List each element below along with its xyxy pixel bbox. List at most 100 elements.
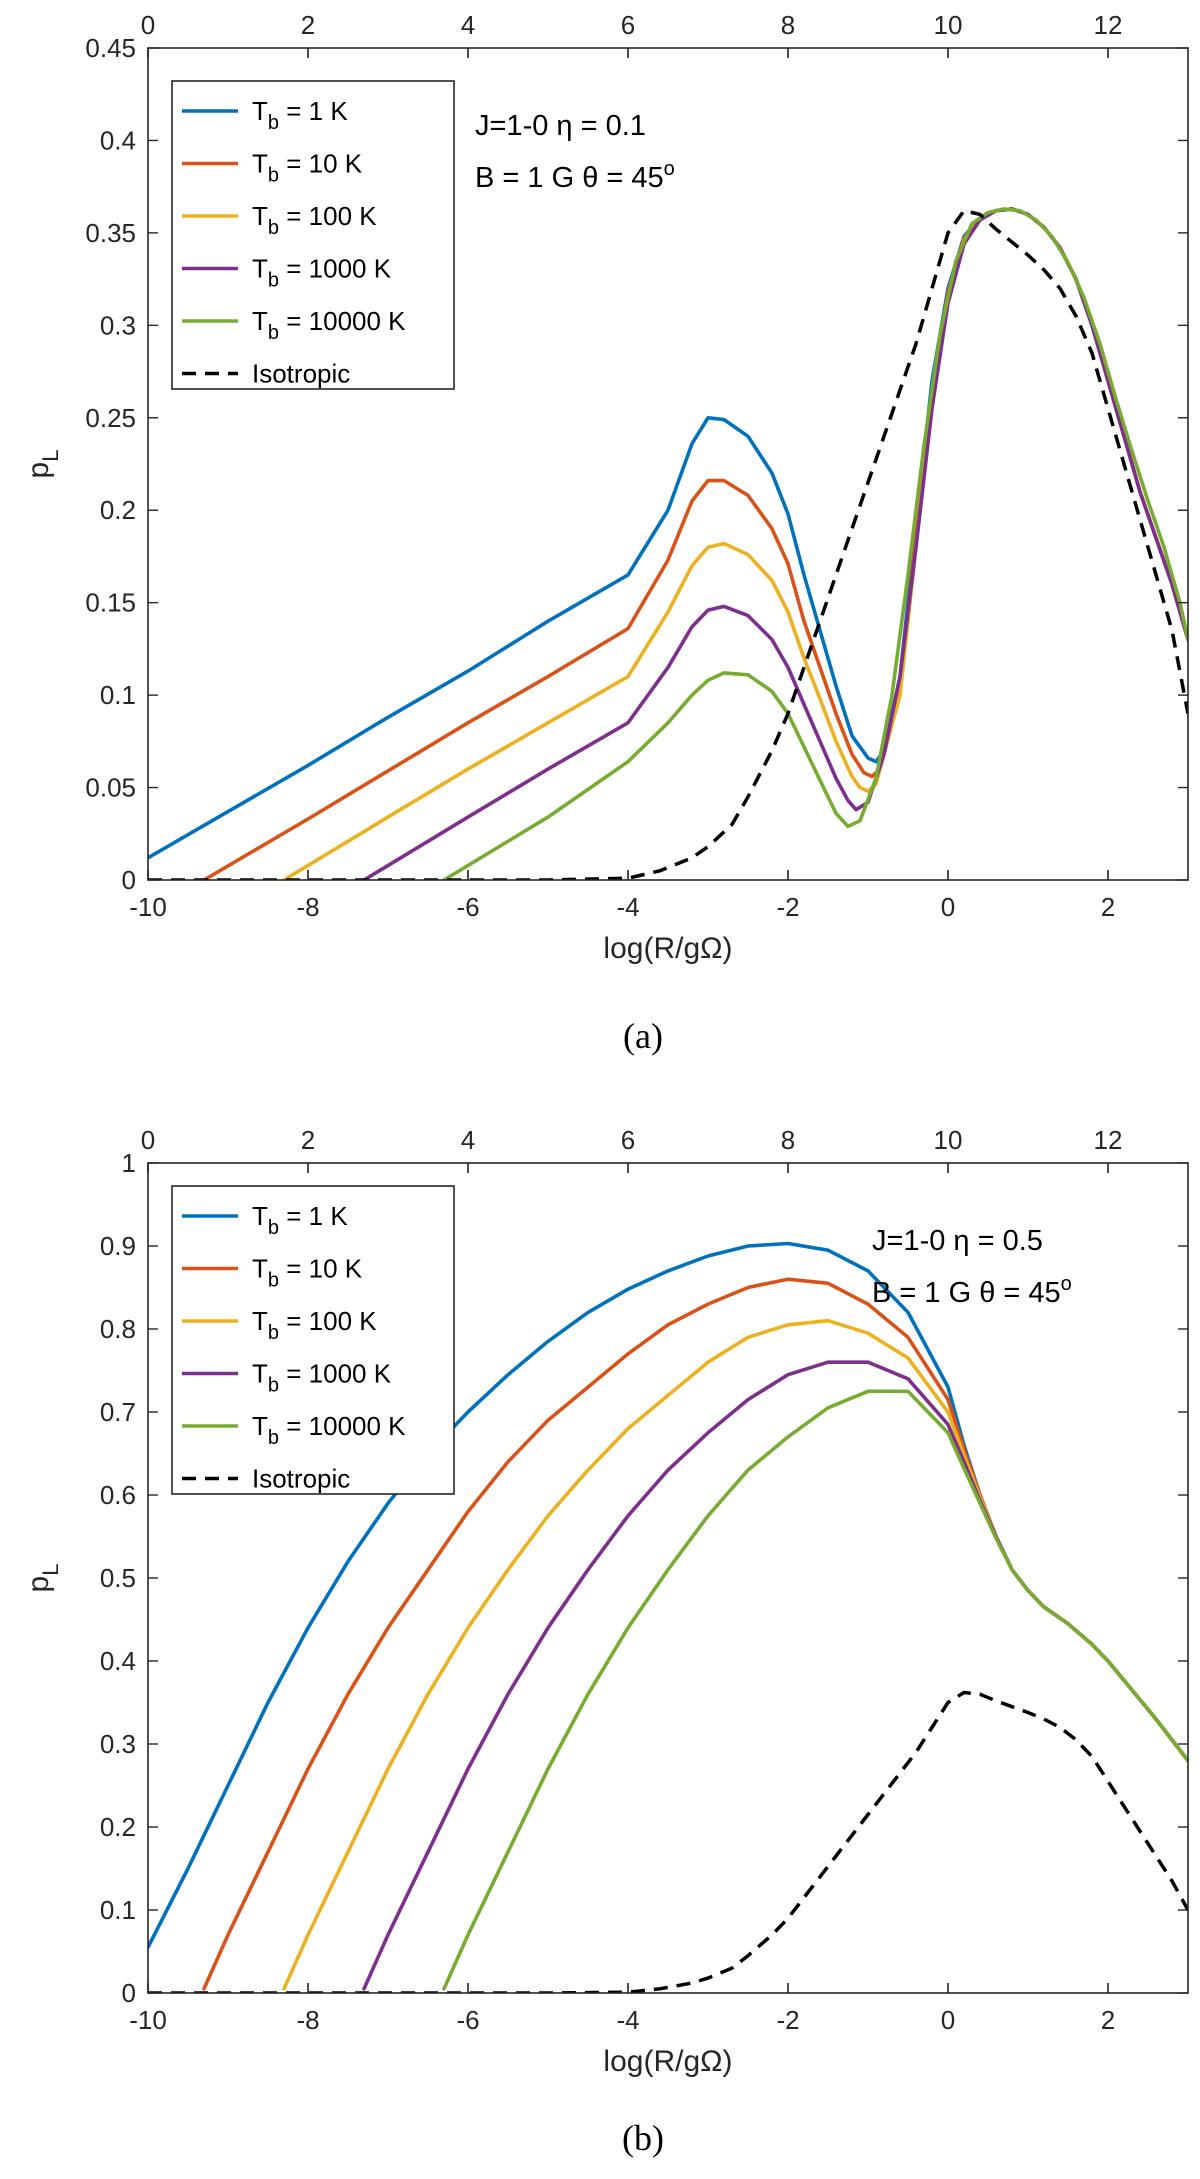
series-line-tb-4	[442, 1389, 1188, 1991]
legend-label-sub: b	[268, 165, 279, 187]
panel-label: (a)	[623, 1016, 663, 1056]
legend-label: Tb = 1 K	[252, 96, 348, 134]
y-tick-label: 0.7	[100, 1397, 136, 1427]
legend-label-sub: b	[268, 270, 279, 292]
y-tick-label: 0.2	[100, 495, 136, 525]
legend-label-rest: = 100 K	[279, 201, 377, 231]
legend-box	[171, 80, 455, 390]
y-axis-label-sub: L	[38, 1564, 63, 1576]
legend-label: Tb = 1000 K	[252, 254, 392, 292]
y-tick-label: 0.1	[100, 680, 136, 710]
annotation-line-1: J=1-0 η = 0.5	[872, 1225, 1043, 1257]
legend-label-rest: = 1000 K	[279, 1359, 392, 1389]
legend-label-rest: = 10 K	[279, 1254, 363, 1284]
y-tick-label: 0.5	[100, 1563, 136, 1593]
y-tick-label: 0	[122, 865, 136, 895]
y-tick-label: 0.3	[100, 310, 136, 340]
legend-label-sub: b	[268, 1270, 279, 1292]
legend-label: Tb = 10 K	[252, 149, 363, 187]
top-x-tick-label: 4	[461, 10, 475, 40]
series-line-isotropic	[148, 208, 1188, 880]
annotation-line-2-main: B = 1 G θ = 45	[872, 1277, 1061, 1309]
top-x-tick-label: 10	[934, 1125, 963, 1155]
y-tick-label: 0.4	[100, 125, 136, 155]
legend-label-main: T	[252, 1306, 268, 1336]
y-tick-label: 0.2	[100, 1812, 136, 1842]
y-tick-label: 0.05	[85, 773, 136, 803]
legend-label-main: T	[252, 1411, 268, 1441]
y-tick-label: 0.4	[100, 1646, 136, 1676]
top-x-tick-label: 2	[301, 1125, 315, 1155]
legend-label-rest: = 10000 K	[279, 1411, 406, 1441]
top-x-tick-label: 6	[621, 10, 635, 40]
x-tick-label: -8	[296, 892, 319, 922]
y-axis-label-main: p	[22, 1576, 55, 1593]
legend-label-main: T	[252, 1254, 268, 1284]
legend-label: Isotropic	[252, 1464, 350, 1494]
top-x-tick-label: 0	[141, 10, 155, 40]
top-x-tick-label: 8	[781, 10, 795, 40]
chart-panel-b: -10 -8 -6 -4 -2 0 2 0 2 4 6 8 10 12 0 0.1 0.2 0.3 0.4 0.5 0.…	[22, 1125, 1189, 2158]
legend-label-rest: = 1 K	[279, 96, 348, 126]
legend-label-main: T	[252, 306, 268, 336]
legend: Tb = 1 KTb = 10 KTb = 100 KTb = 1000 KTb…	[171, 80, 455, 390]
y-tick-label: 0.45	[85, 33, 136, 63]
legend-box	[171, 1185, 455, 1495]
series-lines	[148, 207, 1188, 880]
y-axis-label: pL	[22, 1564, 63, 1593]
annotation-degree-superscript: o	[664, 158, 675, 180]
y-tick-label: 0.9	[100, 1231, 136, 1261]
y-tick-label: 0.6	[100, 1480, 136, 1510]
legend: Tb = 1 KTb = 10 KTb = 100 KTb = 1000 KTb…	[171, 1185, 455, 1495]
legend-label: Isotropic	[252, 359, 350, 389]
top-x-tick-label: 12	[1094, 10, 1123, 40]
x-tick-label: 0	[941, 892, 955, 922]
legend-label-sub: b	[268, 1322, 279, 1344]
x-tick-label: -4	[616, 2005, 639, 2035]
legend-label: Tb = 10 K	[252, 1254, 363, 1292]
x-axis-label: log(R/gΩ)	[603, 2045, 732, 2078]
legend-label-main: Isotropic	[252, 1464, 350, 1494]
chart-panel-a: -10 -8 -6 -4 -2 0 2 0 2 4 6 8 10 12 0 0.05 0.1 0.15 0.2 0.2…	[22, 10, 1189, 1056]
y-tick-label: 0.35	[85, 218, 136, 248]
x-tick-label: -2	[776, 2005, 799, 2035]
legend-label: Tb = 10000 K	[252, 1411, 406, 1449]
x-tick-label: -6	[456, 892, 479, 922]
legend-label-main: T	[252, 201, 268, 231]
y-tick-label: 0.15	[85, 588, 136, 618]
x-tick-label: -10	[129, 2005, 167, 2035]
legend-label: Tb = 1 K	[252, 1201, 348, 1239]
top-x-tick-label: 10	[934, 10, 963, 40]
y-axis-label-sub: L	[38, 450, 63, 462]
x-tick-label: 2	[1101, 892, 1115, 922]
x-tick-label: -6	[456, 2005, 479, 2035]
y-tick-label: 0.25	[85, 403, 136, 433]
x-tick-label: -2	[776, 892, 799, 922]
legend-label-rest: = 1 K	[279, 1201, 348, 1231]
y-tick-label: 1	[122, 1148, 136, 1178]
legend-label-main: T	[252, 1201, 268, 1231]
x-tick-label: 2	[1101, 2005, 1115, 2035]
legend-label-sub: b	[268, 1375, 279, 1397]
legend-label-sub: b	[268, 322, 279, 344]
legend-label: Tb = 1000 K	[252, 1359, 392, 1397]
x-tick-label: -8	[296, 2005, 319, 2035]
axes-box	[147, 47, 1189, 881]
y-tick-label: 0.1	[100, 1895, 136, 1925]
legend-label: Tb = 100 K	[252, 201, 377, 239]
legend-label: Tb = 100 K	[252, 1306, 377, 1344]
x-axis-label: log(R/gΩ)	[603, 932, 732, 965]
legend-label-rest: = 10000 K	[279, 306, 406, 336]
legend-label-sub: b	[268, 112, 279, 134]
series-lines	[148, 1241, 1188, 1993]
legend-label-main: T	[252, 254, 268, 284]
legend-label-rest: = 100 K	[279, 1306, 377, 1336]
legend-label-rest: = 1000 K	[279, 254, 392, 284]
top-x-tick-label: 6	[621, 1125, 635, 1155]
series-line-tb-4	[442, 207, 1188, 880]
legend-label-main: T	[252, 96, 268, 126]
top-x-tick-label: 4	[461, 1125, 475, 1155]
top-x-tick-label: 0	[141, 1125, 155, 1155]
y-axis-label: pL	[22, 450, 63, 479]
